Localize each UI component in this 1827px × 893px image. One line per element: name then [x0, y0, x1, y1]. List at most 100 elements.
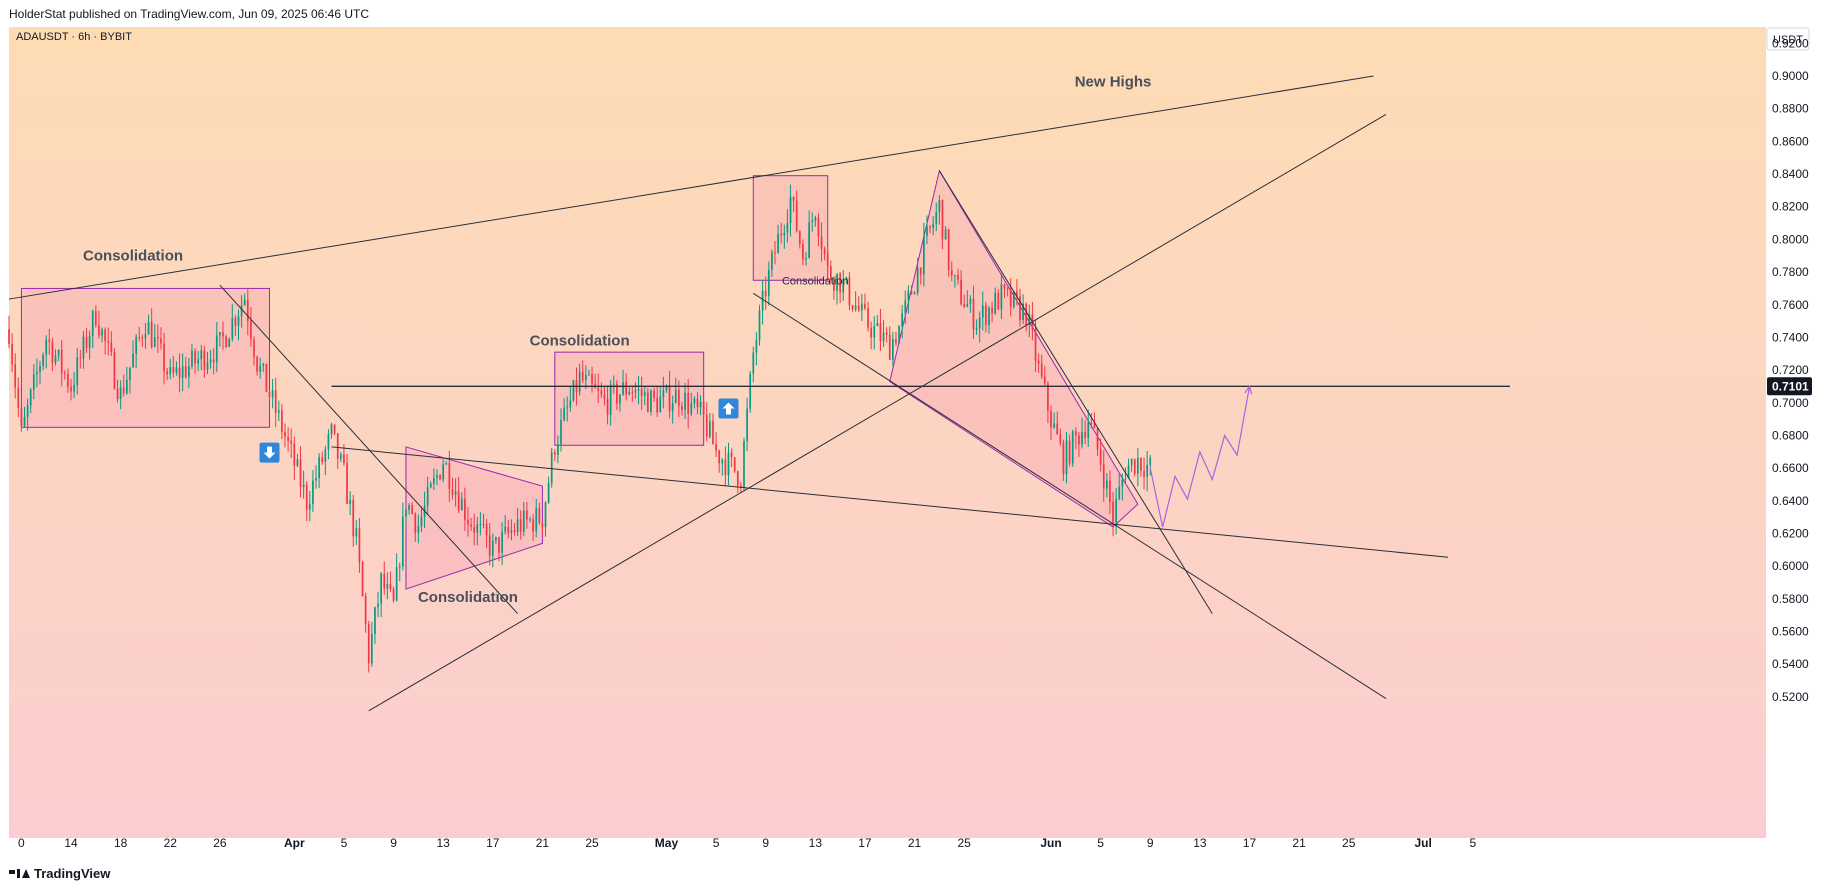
candle — [1050, 405, 1052, 441]
trend-line[interactable] — [8, 75, 1374, 300]
candle — [467, 507, 469, 537]
candle — [1109, 470, 1111, 515]
candle — [805, 252, 807, 266]
candle — [895, 331, 897, 347]
candle — [1009, 278, 1012, 317]
candle — [1112, 491, 1114, 537]
candle — [482, 513, 485, 529]
tradingview-logo-icon — [9, 869, 30, 878]
candle — [833, 276, 835, 300]
candle — [67, 368, 69, 393]
candle — [612, 375, 615, 394]
annotation-label: Consolidation — [782, 275, 849, 287]
candle — [398, 562, 401, 582]
candle — [253, 336, 255, 366]
candle — [82, 330, 85, 369]
y-tick-label: 0.9000 — [1772, 69, 1809, 83]
candle — [795, 190, 798, 233]
candle — [1006, 286, 1009, 297]
candle — [966, 290, 969, 308]
candle — [1074, 427, 1077, 450]
candle — [910, 285, 913, 295]
candle — [662, 376, 665, 409]
candle — [724, 446, 727, 486]
candle — [522, 502, 525, 537]
candle — [389, 571, 392, 592]
candle — [529, 516, 531, 523]
candle — [113, 348, 116, 390]
trend-line[interactable] — [331, 446, 1449, 558]
candle — [988, 305, 990, 334]
candle — [553, 449, 556, 462]
trend-line[interactable] — [219, 284, 518, 614]
projected-path[interactable] — [1149, 386, 1251, 528]
candle — [919, 267, 922, 285]
arrow-up-icon[interactable] — [718, 398, 739, 419]
candle — [11, 333, 13, 373]
candle — [76, 348, 79, 395]
candle — [836, 273, 838, 305]
trend-line[interactable] — [753, 292, 1387, 699]
svg-text:USDT: USDT — [1773, 34, 1803, 46]
candle — [240, 295, 243, 328]
candle — [786, 209, 789, 243]
candle — [491, 533, 494, 568]
candle — [926, 215, 928, 245]
candle — [702, 400, 705, 417]
tradingview-brand[interactable]: TradingView — [9, 866, 110, 881]
symbol-label[interactable]: ADAUSDT · 6h · BYBIT — [16, 31, 132, 43]
candle — [1115, 487, 1117, 535]
candle — [414, 512, 417, 542]
candle — [563, 398, 565, 422]
candle — [209, 349, 212, 369]
candle — [144, 322, 147, 349]
y-tick-label: 0.5600 — [1772, 625, 1809, 639]
candle — [981, 291, 984, 331]
candle — [488, 523, 491, 566]
candle — [972, 285, 975, 339]
candle — [259, 357, 262, 379]
candle — [157, 324, 159, 354]
candle — [36, 358, 38, 388]
y-tick-label: 0.8600 — [1772, 134, 1809, 148]
candle — [550, 448, 553, 488]
candle — [23, 406, 26, 427]
currency-button[interactable]: USDT — [1766, 27, 1810, 51]
candle — [960, 270, 962, 306]
candle — [212, 348, 215, 375]
consolidation-box[interactable] — [20, 287, 271, 428]
candle — [346, 453, 348, 505]
y-tick-label: 0.6600 — [1772, 461, 1809, 475]
y-tick-label: 0.7000 — [1772, 396, 1809, 410]
candle — [510, 519, 513, 541]
candle — [339, 451, 342, 463]
y-tick-label: 0.9200 — [1772, 36, 1809, 50]
consolidation-box[interactable] — [554, 351, 705, 446]
trend-line[interactable] — [938, 170, 1213, 614]
y-tick-label: 0.5800 — [1772, 592, 1809, 606]
candle — [454, 478, 457, 507]
y-tick-label: 0.7800 — [1772, 265, 1809, 279]
candle — [532, 514, 534, 541]
candle — [1124, 467, 1127, 484]
candle — [318, 453, 320, 489]
candle — [48, 328, 51, 355]
candle — [91, 309, 94, 349]
candle — [293, 436, 296, 480]
candle — [405, 509, 407, 524]
candle — [296, 454, 299, 468]
trend-line[interactable] — [368, 113, 1387, 712]
candle — [848, 272, 851, 311]
candle — [947, 228, 950, 277]
candle — [147, 314, 150, 335]
candle — [780, 222, 783, 244]
x-tick-label: May — [655, 836, 679, 850]
candle — [417, 514, 420, 544]
candle — [1149, 455, 1152, 476]
candle — [1016, 279, 1018, 306]
candle — [1056, 411, 1059, 435]
candle — [1053, 412, 1055, 429]
candle — [743, 437, 745, 492]
arrow-down-icon[interactable] — [259, 442, 280, 463]
